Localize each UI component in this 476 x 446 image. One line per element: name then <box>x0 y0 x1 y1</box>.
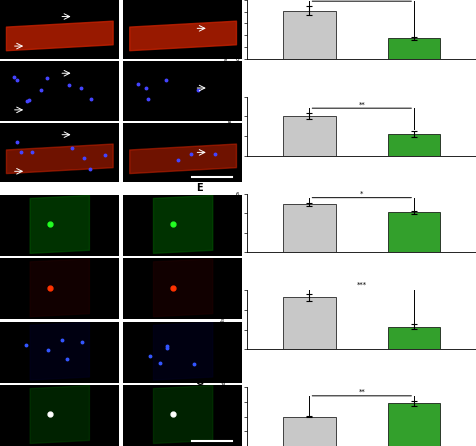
Bar <box>283 297 335 349</box>
Text: **: ** <box>357 102 365 107</box>
Text: G: G <box>196 377 204 387</box>
Y-axis label: Cells per cluster: Cells per cluster <box>227 203 232 243</box>
Y-axis label: clusters per fiber [normalized]: clusters per fiber [normalized] <box>222 380 227 446</box>
Bar <box>387 326 439 349</box>
Y-axis label: Clusters per fiber: Clusters per fiber <box>227 105 232 148</box>
Bar <box>387 212 439 252</box>
Text: A: A <box>7 11 15 21</box>
Bar <box>387 404 439 446</box>
Y-axis label: Satellite cells per fiber at t0: Satellite cells per fiber at t0 <box>224 0 229 63</box>
Text: ***: *** <box>356 282 366 288</box>
Bar <box>387 38 439 59</box>
Text: B: B <box>7 225 14 235</box>
Y-axis label: Pax7-MyoD+ cells per cluster [%]: Pax7-MyoD+ cells per cluster [%] <box>220 279 225 361</box>
Text: E: E <box>196 183 202 193</box>
Text: **: ** <box>357 389 365 395</box>
Bar <box>283 11 335 59</box>
Bar <box>283 204 335 252</box>
Bar <box>283 116 335 156</box>
Bar <box>387 134 439 156</box>
Title: ΔKlotho: ΔKlotho <box>172 189 192 194</box>
Bar <box>283 417 335 446</box>
Text: D: D <box>196 86 204 96</box>
Title: Control: Control <box>50 189 69 194</box>
Text: F: F <box>196 280 202 290</box>
Text: *: * <box>359 191 363 197</box>
